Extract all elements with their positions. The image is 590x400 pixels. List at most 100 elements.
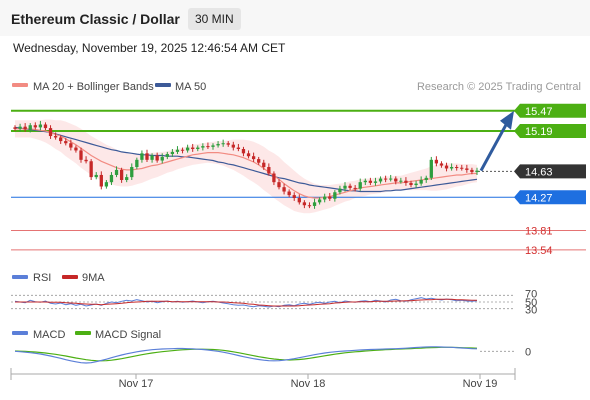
candle-body xyxy=(246,153,251,157)
candle-body xyxy=(48,128,53,137)
candle-body xyxy=(216,143,220,146)
level-tag-2 xyxy=(514,164,586,179)
candle-body xyxy=(145,153,149,160)
candle-body xyxy=(399,180,403,182)
candle-body xyxy=(114,169,119,175)
candle-body xyxy=(160,156,164,161)
candle-body xyxy=(89,161,93,178)
candle-body xyxy=(312,202,317,206)
candle-body xyxy=(33,125,37,128)
candle-body xyxy=(292,195,296,199)
candle-body xyxy=(79,150,83,160)
projection-arrow-head xyxy=(500,110,514,130)
candle-body xyxy=(323,196,327,200)
level-label-2: 14.63 xyxy=(525,166,553,178)
chart-datetime: Wednesday, November 19, 2025 12:46:54 AM… xyxy=(13,41,286,55)
candle-body xyxy=(282,187,286,192)
macd-zero-label: 0 xyxy=(525,346,531,358)
candle-body xyxy=(358,182,362,189)
macd-legend-label: MACD xyxy=(33,329,65,341)
moving-averages xyxy=(14,126,478,199)
candle-body xyxy=(74,147,78,151)
ma20-legend-label: MA 20 + Bollinger Bands xyxy=(33,81,154,93)
candle-body xyxy=(150,155,154,160)
macd-signal-line xyxy=(14,346,478,362)
candle-body xyxy=(378,178,383,182)
candle-body xyxy=(404,180,408,183)
candle-body xyxy=(419,180,423,184)
chart-header: Ethereum Classic / Dollar 30 MIN xyxy=(0,0,590,36)
candle-body xyxy=(180,149,185,151)
candle-body xyxy=(226,143,230,145)
candle-body xyxy=(262,162,266,168)
price-levels xyxy=(11,109,586,251)
bollinger-bands xyxy=(15,119,477,214)
candle-body xyxy=(434,159,439,164)
candle-body xyxy=(201,146,205,148)
time-label-1: Nov 18 xyxy=(291,378,326,390)
candle-body xyxy=(175,149,180,152)
candle-body xyxy=(170,151,175,155)
candle-body xyxy=(109,174,114,183)
ma50-legend-label: MA 50 xyxy=(175,81,206,93)
candle-body xyxy=(363,180,367,183)
candle-body xyxy=(231,144,235,148)
candle-body xyxy=(140,153,144,160)
candle-body xyxy=(348,185,352,188)
candle-body xyxy=(211,145,215,147)
candle-body xyxy=(59,137,63,142)
candle-body xyxy=(414,183,418,186)
rsi-line xyxy=(14,297,478,308)
rsi-level-label-50: 50 xyxy=(525,297,537,309)
projection xyxy=(479,110,514,172)
candle-body xyxy=(125,177,129,180)
candle-body xyxy=(196,147,200,150)
candle-body xyxy=(449,167,454,169)
rsi-legend-swatch xyxy=(12,275,28,279)
candle-body xyxy=(394,178,398,182)
candle-body xyxy=(18,126,22,129)
chart-title: Ethereum Classic / Dollar xyxy=(11,11,180,27)
candle-body xyxy=(465,168,469,170)
candle-body xyxy=(236,147,241,150)
candle-body xyxy=(272,173,276,183)
rsi-ma-line xyxy=(15,298,477,307)
level-tag-3 xyxy=(514,190,586,205)
candle-body xyxy=(267,167,271,174)
candle-body xyxy=(277,182,281,188)
candle-body xyxy=(28,125,32,130)
candle-body xyxy=(475,170,479,173)
timeframe-badge[interactable]: 30 MIN xyxy=(188,8,241,30)
level-label-4: 13.81 xyxy=(525,225,553,237)
level-tag-1 xyxy=(514,123,586,138)
projection-arrow-shaft xyxy=(479,124,508,172)
candle-body xyxy=(343,185,347,189)
ma50-line xyxy=(14,126,478,193)
rsi-level-label-30: 30 xyxy=(525,305,537,317)
rsi-ma-legend-label: 9MA xyxy=(82,272,105,284)
candle-body xyxy=(439,163,444,166)
candle-body xyxy=(251,156,256,160)
candle-body xyxy=(328,196,332,199)
candle-body xyxy=(69,143,73,148)
macd-signal-legend-label: MACD Signal xyxy=(95,329,161,341)
candle-body xyxy=(287,191,291,196)
candle-body xyxy=(185,147,190,151)
rsi-level-label-70: 70 xyxy=(525,288,537,300)
candle-body xyxy=(241,149,246,154)
bollinger-band-area xyxy=(15,119,477,214)
ma20-legend-swatch xyxy=(12,83,28,87)
candle-body xyxy=(206,146,210,148)
candlesticks xyxy=(13,120,479,209)
macd-panel: 0 xyxy=(14,346,531,364)
candle-body xyxy=(297,198,301,203)
macd-signal-legend-swatch xyxy=(75,331,91,335)
candle-body xyxy=(130,167,134,178)
candle-body xyxy=(155,155,159,161)
candle-body xyxy=(368,180,373,183)
candle-body xyxy=(383,178,388,180)
candle-body xyxy=(94,174,98,178)
candle-body xyxy=(221,143,225,145)
